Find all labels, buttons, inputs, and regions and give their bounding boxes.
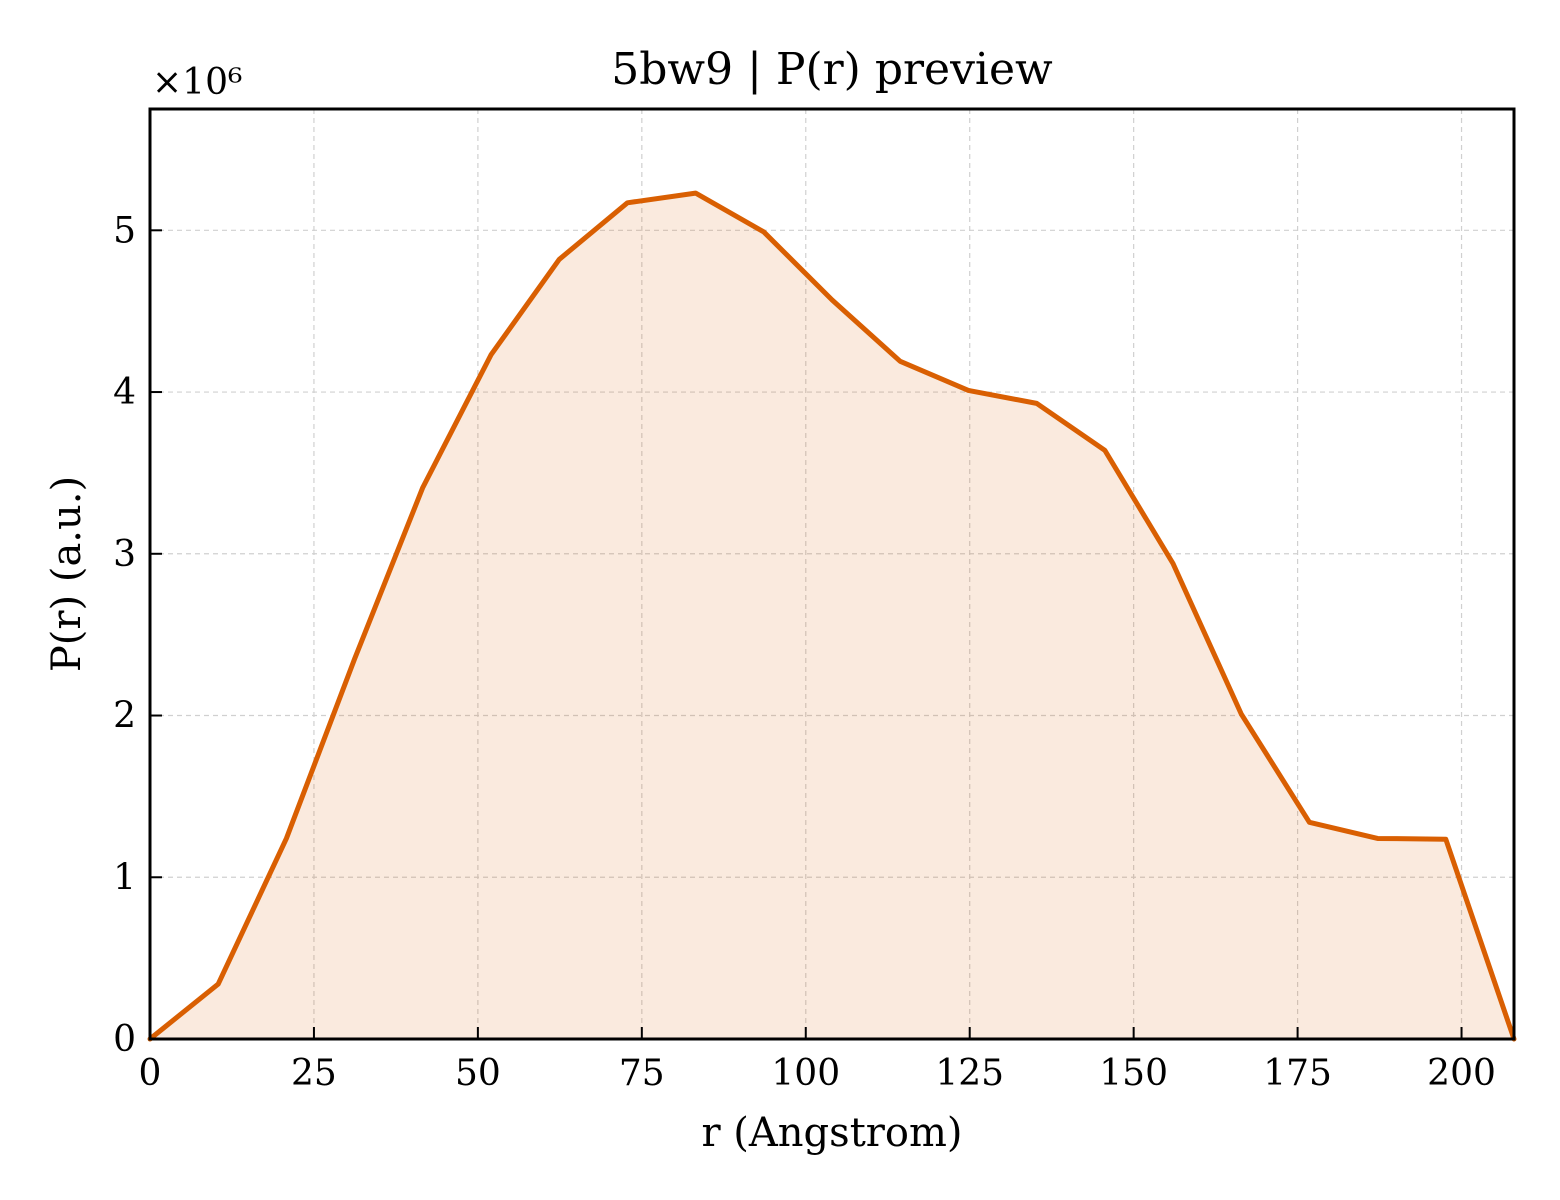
- x-tick-label: 125: [935, 1053, 1004, 1094]
- ticks: 0 25 50 75 100 125 150 175 200 0 1 2 3 4 5: [113, 210, 1496, 1094]
- series-area-fill: [150, 193, 1514, 1040]
- x-tick-label: 0: [139, 1053, 162, 1094]
- x-axis-label: r (Angstrom): [701, 1110, 962, 1156]
- plot-frame: [148, 107, 1516, 1041]
- grid: [150, 109, 1514, 1039]
- x-tick-label: 175: [1263, 1053, 1332, 1094]
- x-tick-label: 100: [771, 1053, 840, 1094]
- y-axis-label: P(r) (a.u.): [44, 476, 90, 672]
- series-line: [147, 190, 1517, 1042]
- x-tick-label: 200: [1427, 1053, 1496, 1094]
- chart-title: 5bw9 | P(r) preview: [611, 44, 1053, 95]
- x-tick-label: 150: [1099, 1053, 1168, 1094]
- y-tick-label: 4: [113, 372, 136, 413]
- x-tick-label: 50: [455, 1053, 501, 1094]
- x-tick-label: 75: [619, 1053, 665, 1094]
- y-tick-label: 3: [113, 534, 136, 575]
- y-tick-label: 0: [113, 1019, 136, 1060]
- series-layer: [147, 190, 1517, 1042]
- y-offset-label: ×10⁶: [152, 62, 242, 103]
- y-tick-label: 2: [113, 696, 136, 737]
- y-tick-label: 1: [113, 857, 136, 898]
- x-tick-label: 25: [291, 1053, 337, 1094]
- y-tick-label: 5: [113, 210, 136, 251]
